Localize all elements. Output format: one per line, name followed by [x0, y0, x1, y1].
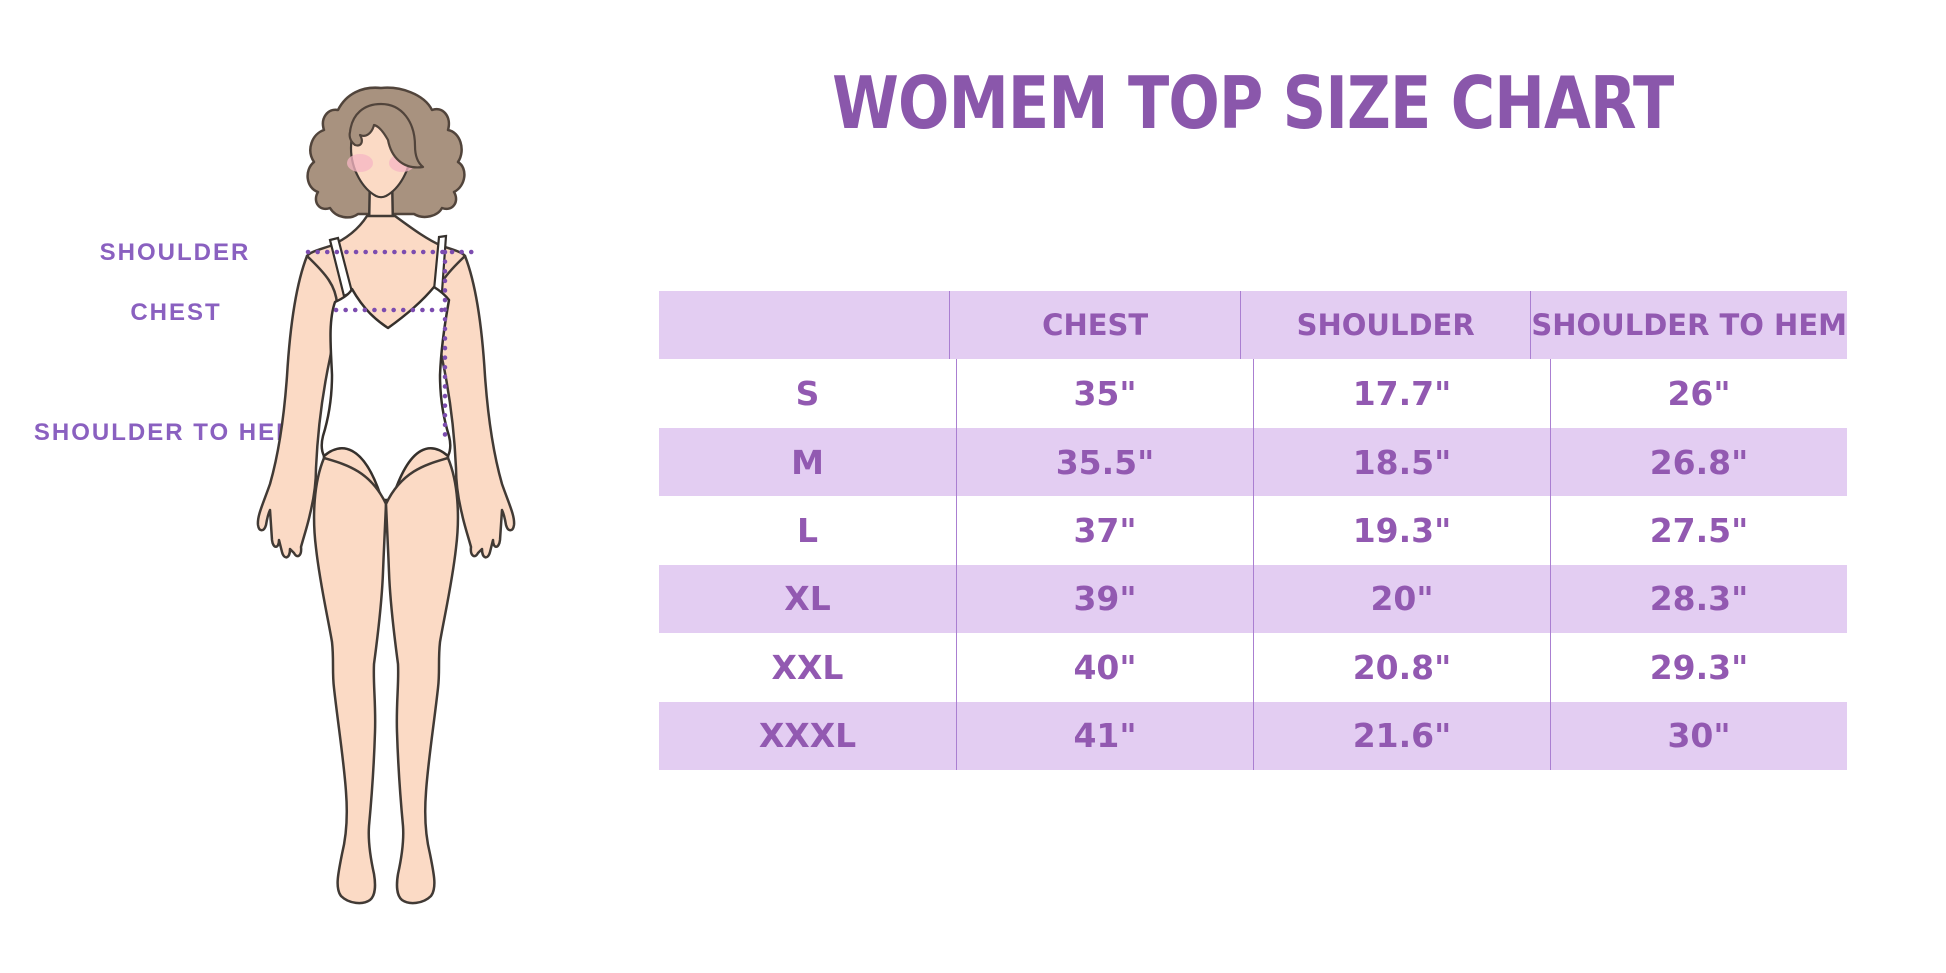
cell-size: XXXL: [758, 716, 857, 756]
header-cell-chest: CHEST: [949, 291, 1239, 360]
cell-chest: 39": [956, 564, 1253, 634]
cell-shoulder-to-hem: 26": [1550, 359, 1847, 428]
table-header-row: CHEST SHOULDER SHOULDER TO HEM: [659, 291, 1847, 360]
right-arm: [433, 254, 516, 559]
header-cell-size: [659, 291, 949, 359]
cell-size: XL: [784, 579, 831, 619]
cell-shoulder: 17.7": [1253, 359, 1550, 428]
label-shoulder-to-hem: SHOULDER TO HEM: [33, 419, 299, 446]
cell-shoulder: 20.8": [1253, 633, 1550, 702]
page-title-text: WOMEM TOP SIZE CHART: [832, 61, 1674, 145]
cell-shoulder-to-hem: 27.5": [1550, 496, 1847, 565]
cell-shoulder-to-hem: 28.3": [1550, 564, 1847, 634]
table-row-l: L 37" 19.3" 27.5": [659, 496, 1847, 565]
woman-measurement-figure: [256, 86, 516, 905]
cell-chest: 41": [956, 701, 1253, 770]
table-row-xxl: XXL 40" 20.8" 29.3": [659, 633, 1847, 702]
table-row-m: M 35.5" 18.5" 26.8": [659, 427, 1847, 497]
bodysuit: [320, 285, 452, 502]
label-shoulder: SHOULDER: [99, 239, 251, 266]
cell-shoulder-to-hem: 29.3": [1550, 633, 1847, 702]
cell-chest: 40": [956, 633, 1253, 702]
hair-bangs: [348, 102, 425, 169]
cell-shoulder-to-hem: 26.8": [1550, 427, 1847, 497]
left-arm: [256, 254, 339, 559]
cell-chest: 37": [956, 496, 1253, 565]
cell-size: S: [795, 374, 820, 414]
cell-shoulder: 18.5": [1253, 427, 1550, 497]
label-chest: CHEST: [130, 299, 222, 326]
blush-left: [347, 154, 373, 172]
table-row-xl: XL 39" 20" 28.3": [659, 564, 1847, 634]
cell-shoulder: 21.6": [1253, 701, 1550, 770]
cell-size: XXL: [771, 647, 844, 687]
header-cell-shoulder: SHOULDER: [1239, 291, 1530, 360]
cell-size: L: [796, 510, 819, 550]
header-cell-shoulder-to-hem: SHOULDER TO HEM: [1530, 291, 1847, 360]
table-row-xxxl: XXXL 41" 21.6" 30": [659, 701, 1847, 770]
cell-shoulder: 19.3": [1253, 496, 1550, 565]
cell-shoulder: 20": [1253, 564, 1550, 634]
right-leg: [384, 456, 460, 905]
cell-chest: 35.5": [956, 427, 1253, 497]
cell-size: M: [791, 442, 824, 482]
cell-shoulder-to-hem: 30": [1550, 701, 1847, 770]
size-table: CHEST SHOULDER SHOULDER TO HEM S 35" 17.…: [659, 291, 1847, 770]
cell-chest: 35": [956, 359, 1253, 428]
page-title: WOMEM TOP SIZE CHART: [659, 58, 1847, 148]
table-row-s: S 35" 17.7" 26": [659, 359, 1847, 428]
left-leg: [312, 456, 388, 905]
